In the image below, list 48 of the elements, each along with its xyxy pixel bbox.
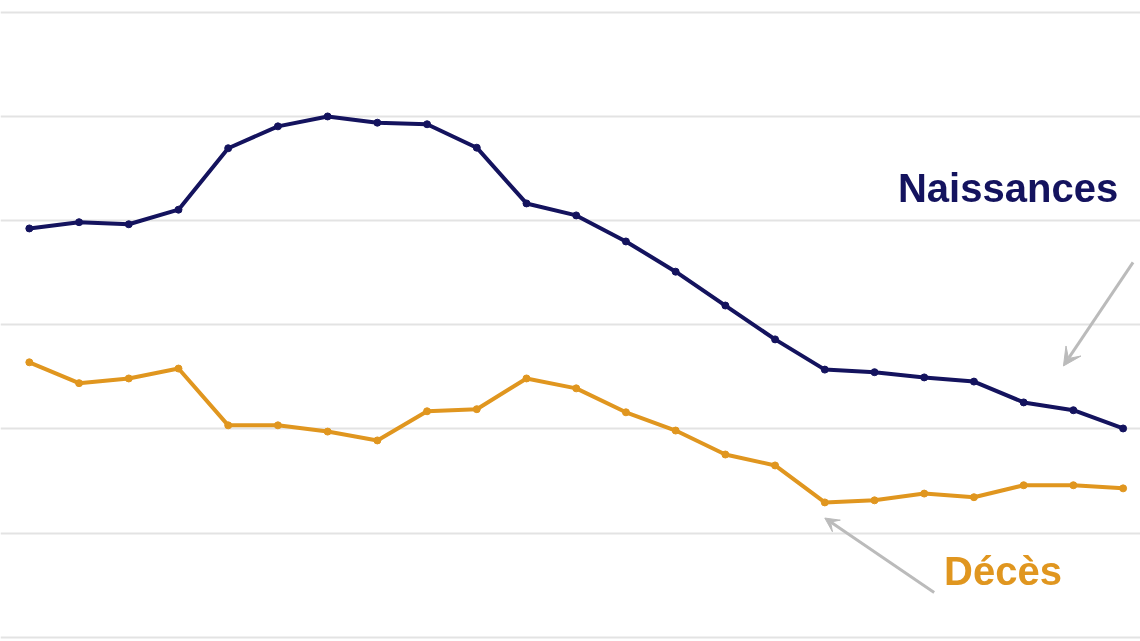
point <box>572 384 581 393</box>
point <box>771 461 780 470</box>
point <box>124 374 133 383</box>
point <box>920 373 929 382</box>
point <box>273 122 282 131</box>
point <box>870 496 879 505</box>
point <box>1119 424 1128 433</box>
point <box>75 218 84 227</box>
point <box>870 368 879 377</box>
point <box>472 405 481 414</box>
point <box>1119 484 1128 493</box>
point <box>621 237 630 246</box>
point <box>522 374 531 383</box>
series-label: Décès <box>944 548 1062 593</box>
point <box>423 407 432 416</box>
point <box>671 267 680 276</box>
point <box>572 211 581 220</box>
point <box>820 365 829 374</box>
point <box>273 421 282 430</box>
point <box>25 224 34 233</box>
point <box>323 427 332 436</box>
point <box>423 120 432 129</box>
point <box>373 118 382 127</box>
point <box>373 436 382 445</box>
point <box>75 379 84 388</box>
point <box>174 205 183 214</box>
point <box>25 358 34 367</box>
point <box>1069 481 1078 490</box>
point <box>323 112 332 121</box>
point <box>771 335 780 344</box>
point <box>224 144 233 153</box>
point <box>1019 398 1028 407</box>
point <box>174 364 183 373</box>
point <box>820 498 829 507</box>
point <box>721 301 730 310</box>
point <box>621 408 630 417</box>
point <box>969 493 978 502</box>
point <box>124 220 133 229</box>
point <box>522 199 531 208</box>
point <box>920 489 929 498</box>
point <box>224 421 233 430</box>
point <box>1069 406 1078 415</box>
point <box>1019 481 1028 490</box>
point <box>671 426 680 435</box>
point <box>969 377 978 386</box>
text: Naissances <box>897 166 1119 211</box>
point <box>472 143 481 152</box>
point <box>721 450 730 459</box>
